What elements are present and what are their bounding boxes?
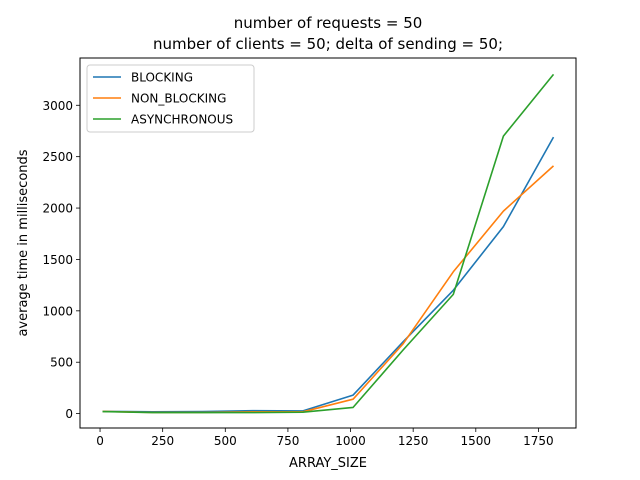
x-tick-label: 1750 bbox=[523, 434, 554, 448]
y-tick-label: 2500 bbox=[42, 150, 73, 164]
y-tick-label: 0 bbox=[65, 407, 73, 421]
legend-items: BLOCKING NON_BLOCKING ASYNCHRONOUS bbox=[93, 71, 233, 127]
chart-subtitle: number of clients = 50; delta of sending… bbox=[153, 35, 503, 53]
x-axis-ticks: 0 250 500 750 1000 1250 1500 1750 bbox=[96, 428, 554, 448]
x-tick-label: 1250 bbox=[398, 434, 429, 448]
x-tick-label: 750 bbox=[276, 434, 299, 448]
legend-box bbox=[86, 64, 255, 133]
x-tick-label: 0 bbox=[96, 434, 104, 448]
x-axis-label: ARRAY_SIZE bbox=[289, 456, 367, 471]
x-tick-label: 1000 bbox=[335, 434, 366, 448]
plot-frame bbox=[79, 57, 577, 429]
series-line-asynchronous bbox=[102, 73, 555, 414]
plot-lines bbox=[102, 73, 555, 414]
legend-label-non_blocking: NON_BLOCKING bbox=[131, 92, 226, 106]
y-tick-label: 3000 bbox=[42, 99, 73, 113]
y-axis-ticks: 0 500 1000 1500 2000 2500 3000 bbox=[42, 99, 80, 421]
x-tick-label: 500 bbox=[214, 434, 237, 448]
legend: BLOCKING NON_BLOCKING ASYNCHRONOUS bbox=[86, 64, 255, 133]
y-axis-label: average time in milliseconds bbox=[16, 149, 31, 336]
y-tick-label: 2000 bbox=[42, 202, 73, 216]
x-tick-label: 250 bbox=[151, 434, 174, 448]
x-tick-label: 1500 bbox=[461, 434, 492, 448]
y-tick-label: 1500 bbox=[42, 253, 73, 267]
y-tick-label: 1000 bbox=[42, 304, 73, 318]
legend-label-blocking: BLOCKING bbox=[131, 71, 193, 85]
legend-label-asynchronous: ASYNCHRONOUS bbox=[131, 113, 233, 127]
chart-title: number of requests = 50 bbox=[234, 14, 423, 32]
y-tick-label: 500 bbox=[50, 356, 73, 370]
